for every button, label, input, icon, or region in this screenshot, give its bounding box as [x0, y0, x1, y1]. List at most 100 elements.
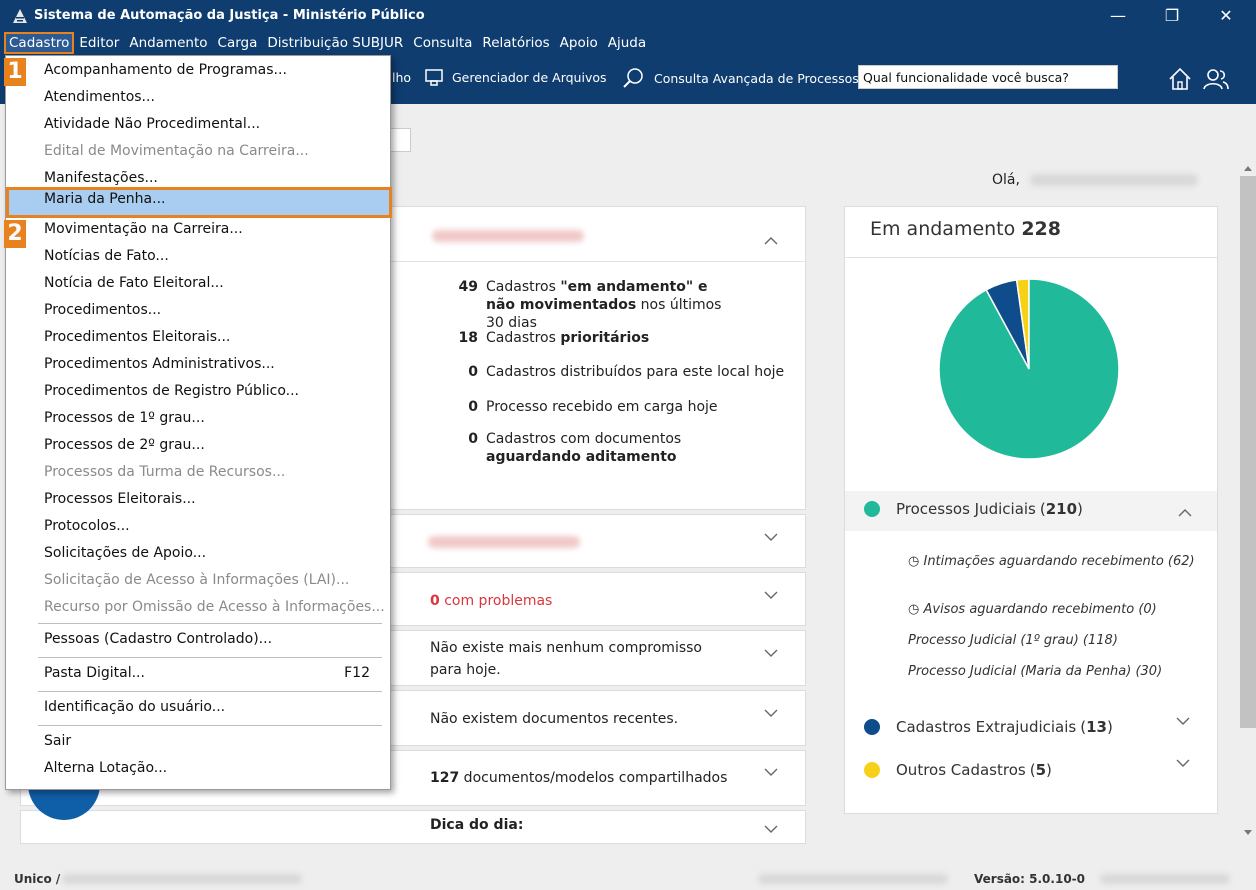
scroll-up-arrow-icon[interactable]: [1244, 166, 1252, 171]
menu-cadastro[interactable]: Cadastro: [4, 32, 75, 54]
menu-item-acompanhamento-de-programas[interactable]: Acompanhamento de Programas...: [44, 62, 287, 78]
toolbar-partial-item[interactable]: lho: [392, 70, 412, 85]
magnifier-icon: [623, 68, 643, 88]
legend-count: 210: [1045, 500, 1078, 518]
menu-item-procedimentos-administrativos[interactable]: Procedimentos Administrativos...: [44, 356, 275, 372]
legend-cadastros-extrajudiciais[interactable]: Cadastros Extrajudiciais (13): [864, 718, 1113, 736]
menu-item-maria-da-penha[interactable]: Maria da Penha...: [6, 187, 392, 218]
legend-dot: [864, 501, 880, 517]
chevron-up-icon[interactable]: [1178, 506, 1192, 520]
legend-label: Cadastros Extrajudiciais: [896, 718, 1077, 736]
problems-label: com problemas: [439, 593, 553, 609]
users-icon[interactable]: [1202, 65, 1230, 93]
status-version: Versão: 5.0.10-0: [974, 872, 1085, 886]
pie-chart: [938, 278, 1120, 460]
vertical-scrollbar[interactable]: [1240, 160, 1256, 840]
menu-item-identificacao-do-usuario[interactable]: Identificação do usuário...: [44, 699, 226, 715]
menu-item-noticia-de-fato-eleitoral[interactable]: Notícia de Fato Eleitoral...: [44, 275, 224, 291]
user-name-redacted: [1030, 174, 1198, 186]
legend-dot: [864, 719, 880, 735]
menu-item-alterna-lotacao[interactable]: Alterna Lotação...: [44, 760, 168, 776]
chevron-down-icon[interactable]: [764, 646, 778, 660]
chevron-down-icon[interactable]: [764, 588, 778, 602]
problems-count: 0: [430, 593, 440, 609]
file-manager-button[interactable]: Gerenciador de Arquivos: [424, 67, 607, 87]
file-manager-icon: [425, 69, 443, 86]
menu-item-solicitacoes-de-apoio[interactable]: Solicitações de Apoio...: [44, 545, 207, 561]
stat-number: 0: [468, 399, 478, 415]
chevron-down-icon[interactable]: [764, 706, 778, 720]
shared-count: 127: [430, 770, 460, 786]
menu-item-atendimentos[interactable]: Atendimentos...: [44, 89, 155, 105]
legend-processos-judiciais[interactable]: Processos Judiciais (210): [864, 500, 1083, 518]
menu-item-procedimentos[interactable]: Procedimentos...: [44, 302, 162, 318]
menu-item-pessoas-cadastro-controlado[interactable]: Pessoas (Cadastro Controlado)...: [44, 631, 273, 647]
menu-item-procedimentos-de-registro-publico[interactable]: Procedimentos de Registro Público...: [44, 383, 300, 399]
menu-ajuda[interactable]: Ajuda: [607, 35, 647, 51]
status-date-redacted: [1100, 874, 1230, 884]
menu-item-procedimentos-eleitorais[interactable]: Procedimentos Eleitorais...: [44, 329, 231, 345]
stat-row: 18 Cadastros prioritários: [434, 329, 650, 347]
status-bar: Unico / Versão: 5.0.10-0: [0, 866, 1256, 890]
sub-item-avisos[interactable]: ◷ Avisos aguardando recebimento (0): [908, 601, 1198, 619]
menu-item-atividade-nao-procedimental[interactable]: Atividade Não Procedimental...: [44, 116, 261, 132]
stat-text-bold: prioritários: [560, 330, 650, 346]
home-icon[interactable]: [1166, 65, 1194, 93]
tip-title: Dica do dia:: [430, 817, 524, 833]
restore-button[interactable]: ❐: [1164, 6, 1180, 25]
chevron-down-icon[interactable]: [764, 765, 778, 779]
menu-andamento[interactable]: Andamento: [129, 35, 208, 51]
in-progress-label: Em andamento: [870, 218, 1016, 240]
functionality-search-input[interactable]: [858, 65, 1118, 89]
scroll-thumb[interactable]: [1240, 176, 1256, 728]
stat-number: 18: [458, 330, 478, 346]
app-logo-icon: [13, 8, 27, 23]
in-progress-title: Em andamento 228: [870, 218, 1061, 240]
menu-carga[interactable]: Carga: [217, 35, 258, 51]
menu-item-solicitacao-de-acesso-lai: Solicitação de Acesso à Informações (LAI…: [44, 572, 350, 588]
menu-apoio[interactable]: Apoio: [559, 35, 598, 51]
menu-item-movimentacao-na-carreira[interactable]: Movimentação na Carreira...: [44, 221, 243, 237]
menu-item-processos-de-2-grau[interactable]: Processos de 2º grau...: [44, 437, 205, 453]
legend-outros-cadastros[interactable]: Outros Cadastros (5): [864, 761, 1052, 779]
close-button[interactable]: ✕: [1219, 6, 1233, 25]
window-title: Sistema de Automação da Justiça - Minist…: [34, 8, 425, 23]
minimize-button[interactable]: —: [1110, 6, 1126, 25]
menu-relatorios[interactable]: Relatórios: [482, 35, 550, 51]
status-info-redacted: [758, 874, 948, 884]
stat-text[interactable]: Cadastros distribuídos para este local h…: [486, 364, 785, 380]
scroll-down-arrow-icon[interactable]: [1244, 830, 1252, 835]
sub-item-1-grau[interactable]: Processo Judicial (1º grau) (118): [908, 633, 1118, 648]
chevron-up-icon[interactable]: [764, 234, 778, 248]
chevron-down-icon[interactable]: [764, 530, 778, 544]
menu-item-processos-de-1-grau[interactable]: Processos de 1º grau...: [44, 410, 205, 426]
card-title-redacted: [432, 230, 584, 242]
menu-item-manifestacoes[interactable]: Manifestações...: [44, 170, 158, 186]
stat-text[interactable]: Cadastros "em andamento" e não movimenta…: [486, 278, 736, 332]
chevron-down-icon[interactable]: [764, 822, 778, 836]
menu-consulta[interactable]: Consulta: [413, 35, 473, 51]
pie-slice-processos-judiciais[interactable]: [938, 278, 1120, 460]
stat-text[interactable]: Cadastros prioritários: [486, 329, 649, 347]
stat-text[interactable]: Cadastros com documentos aguardando adit…: [486, 430, 766, 466]
menu-item-protocolos[interactable]: Protocolos...: [44, 518, 130, 534]
stat-text[interactable]: Processo recebido em carga hoje: [486, 399, 718, 415]
stat-text-bold: aguardando aditamento: [486, 449, 677, 465]
sub-item-maria-da-penha[interactable]: Processo Judicial (Maria da Penha) (30): [908, 664, 1163, 679]
chevron-down-icon[interactable]: [1176, 756, 1190, 770]
menu-item-pasta-digital[interactable]: Pasta Digital... F12: [6, 661, 390, 686]
file-manager-label: Gerenciador de Arquivos: [452, 69, 607, 85]
sub-item-intimacoes[interactable]: ◷ Intimações aguardando recebimento (62): [908, 553, 1198, 571]
menu-editor[interactable]: Editor: [79, 35, 120, 51]
menu-item-sair[interactable]: Sair: [44, 733, 72, 749]
chevron-down-icon[interactable]: [1176, 714, 1190, 728]
advanced-search-button[interactable]: Consulta Avançada de Processos: [622, 67, 859, 89]
clock-icon: ◷: [908, 602, 920, 617]
card-divider: [845, 257, 1217, 258]
menu-item-processos-eleitorais[interactable]: Processos Eleitorais...: [44, 491, 196, 507]
stat-text-pre: Cadastros com documentos: [486, 431, 682, 447]
menu-item-noticias-de-fato[interactable]: Notícias de Fato...: [44, 248, 169, 264]
tip-card[interactable]: [20, 810, 806, 844]
menu-distribuicao-subjur[interactable]: Distribuição SUBJUR: [267, 35, 404, 51]
filter-input-partial[interactable]: [390, 128, 411, 152]
